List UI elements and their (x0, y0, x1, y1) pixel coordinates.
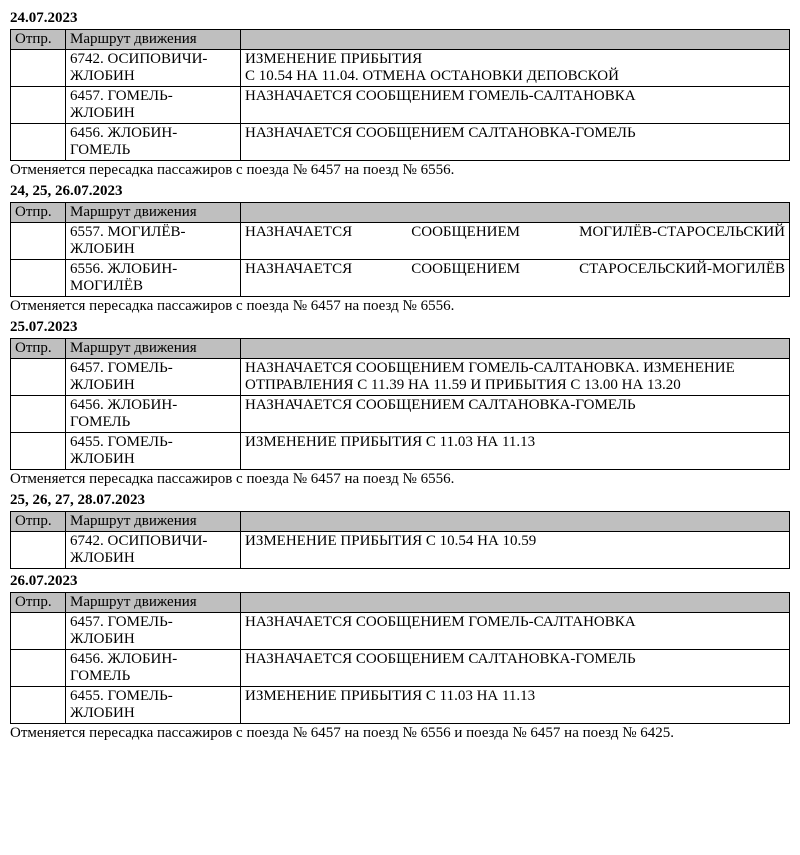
section-note: Отменяется пересадка пассажиров с поезда… (10, 725, 790, 742)
route-cell: 6457. ГОМЕЛЬ-ЖЛОБИН (66, 87, 241, 124)
schedule-table: Отпр.Маршрут движения6742. ОСИПОВИЧИ-ЖЛО… (10, 511, 790, 569)
header-row: Отпр.Маршрут движения (11, 339, 790, 359)
section-date: 24, 25, 26.07.2023 (10, 183, 790, 200)
section-date: 25, 26, 27, 28.07.2023 (10, 492, 790, 509)
info-cell: НАЗНАЧАЕТСЯ СООБЩЕНИЕМ САЛТАНОВКА-ГОМЕЛЬ (241, 396, 790, 433)
header-row: Отпр.Маршрут движения (11, 30, 790, 50)
depart-cell (11, 223, 66, 260)
schedule-table: Отпр.Маршрут движения6557. МОГИЛЁВ-ЖЛОБИ… (10, 202, 790, 297)
col-header-depart: Отпр. (11, 593, 66, 613)
col-header-info (241, 512, 790, 532)
schedule-row: 6457. ГОМЕЛЬ-ЖЛОБИННАЗНАЧАЕТСЯ СООБЩЕНИЕ… (11, 613, 790, 650)
col-header-info (241, 593, 790, 613)
route-cell: 6557. МОГИЛЁВ-ЖЛОБИН (66, 223, 241, 260)
col-header-depart: Отпр. (11, 203, 66, 223)
timetable-document: 24.07.2023Отпр.Маршрут движения6742. ОСИ… (10, 10, 790, 742)
section-date: 26.07.2023 (10, 573, 790, 590)
section-date: 24.07.2023 (10, 10, 790, 27)
section-note: Отменяется пересадка пассажиров с поезда… (10, 471, 790, 488)
section-date: 25.07.2023 (10, 319, 790, 336)
col-header-route: Маршрут движения (66, 203, 241, 223)
route-cell: 6742. ОСИПОВИЧИ-ЖЛОБИН (66, 50, 241, 87)
info-cell: НАЗНАЧАЕТСЯ СООБЩЕНИЕМ САЛТАНОВКА-ГОМЕЛЬ (241, 650, 790, 687)
depart-cell (11, 687, 66, 724)
info-cell: НАЗНАЧАЕТСЯ СООБЩЕНИЕМ ГОМЕЛЬ-САЛТАНОВКА… (241, 359, 790, 396)
info-cell: НАЗНАЧАЕТСЯ СООБЩЕНИЕМ СТАРОСЕЛЬСКИЙ-МОГ… (241, 260, 790, 297)
depart-cell (11, 532, 66, 569)
schedule-row: 6742. ОСИПОВИЧИ-ЖЛОБИНИЗМЕНЕНИЕ ПРИБЫТИЯ… (11, 50, 790, 87)
depart-cell (11, 650, 66, 687)
depart-cell (11, 396, 66, 433)
schedule-row: 6456. ЖЛОБИН-ГОМЕЛЬНАЗНАЧАЕТСЯ СООБЩЕНИЕ… (11, 396, 790, 433)
info-cell: НАЗНАЧАЕТСЯ СООБЩЕНИЕМ МОГИЛЁВ-СТАРОСЕЛЬ… (241, 223, 790, 260)
col-header-route: Маршрут движения (66, 30, 241, 50)
col-header-info (241, 339, 790, 359)
route-cell: 6456. ЖЛОБИН-ГОМЕЛЬ (66, 396, 241, 433)
schedule-row: 6457. ГОМЕЛЬ-ЖЛОБИННАЗНАЧАЕТСЯ СООБЩЕНИЕ… (11, 87, 790, 124)
schedule-row: 6456. ЖЛОБИН-ГОМЕЛЬНАЗНАЧАЕТСЯ СООБЩЕНИЕ… (11, 650, 790, 687)
schedule-table: Отпр.Маршрут движения6457. ГОМЕЛЬ-ЖЛОБИН… (10, 338, 790, 470)
depart-cell (11, 359, 66, 396)
info-cell: НАЗНАЧАЕТСЯ СООБЩЕНИЕМ САЛТАНОВКА-ГОМЕЛЬ (241, 124, 790, 161)
col-header-route: Маршрут движения (66, 593, 241, 613)
route-cell: 6455. ГОМЕЛЬ-ЖЛОБИН (66, 687, 241, 724)
schedule-row: 6557. МОГИЛЁВ-ЖЛОБИННАЗНАЧАЕТСЯ СООБЩЕНИ… (11, 223, 790, 260)
route-cell: 6457. ГОМЕЛЬ-ЖЛОБИН (66, 613, 241, 650)
depart-cell (11, 50, 66, 87)
col-header-route: Маршрут движения (66, 339, 241, 359)
col-header-info (241, 203, 790, 223)
depart-cell (11, 87, 66, 124)
header-row: Отпр.Маршрут движения (11, 203, 790, 223)
route-cell: 6457. ГОМЕЛЬ-ЖЛОБИН (66, 359, 241, 396)
info-cell: ИЗМЕНЕНИЕ ПРИБЫТИЯ С 11.03 НА 11.13 (241, 687, 790, 724)
schedule-row: 6456. ЖЛОБИН-ГОМЕЛЬНАЗНАЧАЕТСЯ СООБЩЕНИЕ… (11, 124, 790, 161)
depart-cell (11, 124, 66, 161)
header-row: Отпр.Маршрут движения (11, 512, 790, 532)
schedule-row: 6556. ЖЛОБИН-МОГИЛЁВНАЗНАЧАЕТСЯ СООБЩЕНИ… (11, 260, 790, 297)
section-note: Отменяется пересадка пассажиров с поезда… (10, 298, 790, 315)
section-note: Отменяется пересадка пассажиров с поезда… (10, 162, 790, 179)
info-cell: ИЗМЕНЕНИЕ ПРИБЫТИЯ С 10.54 НА 10.59 (241, 532, 790, 569)
info-cell: НАЗНАЧАЕТСЯ СООБЩЕНИЕМ ГОМЕЛЬ-САЛТАНОВКА (241, 87, 790, 124)
header-row: Отпр.Маршрут движения (11, 593, 790, 613)
route-cell: 6456. ЖЛОБИН-ГОМЕЛЬ (66, 650, 241, 687)
depart-cell (11, 433, 66, 470)
col-header-depart: Отпр. (11, 512, 66, 532)
info-cell: ИЗМЕНЕНИЕ ПРИБЫТИЯС 10.54 НА 11.04. ОТМЕ… (241, 50, 790, 87)
schedule-row: 6457. ГОМЕЛЬ-ЖЛОБИННАЗНАЧАЕТСЯ СООБЩЕНИЕ… (11, 359, 790, 396)
col-header-depart: Отпр. (11, 339, 66, 359)
depart-cell (11, 613, 66, 650)
route-cell: 6456. ЖЛОБИН-ГОМЕЛЬ (66, 124, 241, 161)
depart-cell (11, 260, 66, 297)
schedule-row: 6742. ОСИПОВИЧИ-ЖЛОБИНИЗМЕНЕНИЕ ПРИБЫТИЯ… (11, 532, 790, 569)
info-cell: НАЗНАЧАЕТСЯ СООБЩЕНИЕМ ГОМЕЛЬ-САЛТАНОВКА (241, 613, 790, 650)
schedule-row: 6455. ГОМЕЛЬ-ЖЛОБИНИЗМЕНЕНИЕ ПРИБЫТИЯ С … (11, 687, 790, 724)
col-header-route: Маршрут движения (66, 512, 241, 532)
info-cell: ИЗМЕНЕНИЕ ПРИБЫТИЯ С 11.03 НА 11.13 (241, 433, 790, 470)
route-cell: 6742. ОСИПОВИЧИ-ЖЛОБИН (66, 532, 241, 569)
route-cell: 6556. ЖЛОБИН-МОГИЛЁВ (66, 260, 241, 297)
schedule-row: 6455. ГОМЕЛЬ-ЖЛОБИНИЗМЕНЕНИЕ ПРИБЫТИЯ С … (11, 433, 790, 470)
col-header-depart: Отпр. (11, 30, 66, 50)
schedule-table: Отпр.Маршрут движения6742. ОСИПОВИЧИ-ЖЛО… (10, 29, 790, 161)
route-cell: 6455. ГОМЕЛЬ-ЖЛОБИН (66, 433, 241, 470)
schedule-table: Отпр.Маршрут движения6457. ГОМЕЛЬ-ЖЛОБИН… (10, 592, 790, 724)
col-header-info (241, 30, 790, 50)
